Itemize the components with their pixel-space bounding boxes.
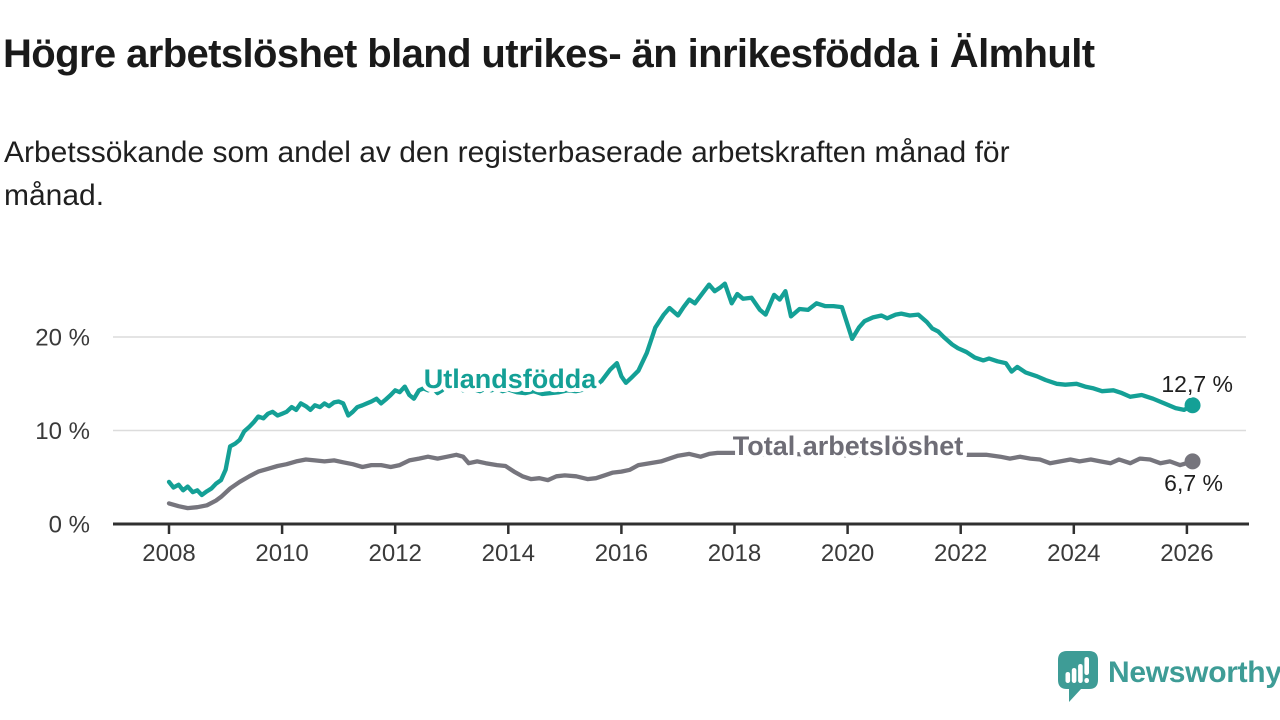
newsworthy-logo: Newsworthy: [1058, 650, 1280, 706]
y-tick-label-10: 10 %: [35, 418, 90, 445]
x-tick-label-2024: 2024: [1047, 540, 1100, 567]
x-tick-label-2022: 2022: [934, 540, 987, 567]
series-label-utlandsfodda: Utlandsfödda: [424, 364, 597, 394]
series-line-total: [166, 450, 1195, 511]
series-end-dot-utlandsfodda: [1184, 397, 1201, 414]
x-tick-label-2026: 2026: [1160, 540, 1213, 567]
end-value-label-utlandsfodda: 12,7 %: [1161, 371, 1233, 397]
end-value-label-total: 6,7 %: [1164, 470, 1223, 496]
y-tick-label-20: 20 %: [35, 325, 90, 352]
series-line-utlandsfodda: [166, 281, 1195, 498]
x-tick-label-2012: 2012: [369, 540, 422, 567]
chart-subtitle: Arbetssökande som andel av den registerb…: [4, 131, 1214, 217]
x-tick-label-2008: 2008: [142, 540, 195, 567]
series-label-total-arbetsloshet: Total arbetslöshet: [733, 431, 964, 461]
newsworthy-speech-bubble-chart-icon: [1058, 651, 1098, 702]
x-tick-label-2018: 2018: [708, 540, 761, 567]
chart-subtitle-line1: Arbetssökande som andel av den registerb…: [4, 136, 1010, 169]
line-chart: 2008 2010 2012 2014 2016 2018 2020 2022 2024 2026…: [35, 281, 1249, 567]
x-tick-label-2020: 2020: [821, 540, 874, 567]
x-tick-label-2014: 2014: [482, 540, 535, 567]
newsworthy-logo-text: Newsworthy: [1108, 656, 1280, 689]
series-end-dot-total: [1184, 453, 1201, 470]
chart-plot-area: 2008 2010 2012 2014 2016 2018 2020 2022 2024 2026…: [35, 281, 1249, 567]
chart-title: Högre arbetslöshet bland utrikes- än inr…: [3, 32, 1095, 76]
x-tick-label-2010: 2010: [255, 540, 308, 567]
y-tick-label-0: 0 %: [49, 512, 90, 539]
chart-subtitle-line2: månad.: [4, 179, 105, 212]
x-tick-label-2016: 2016: [595, 540, 648, 567]
